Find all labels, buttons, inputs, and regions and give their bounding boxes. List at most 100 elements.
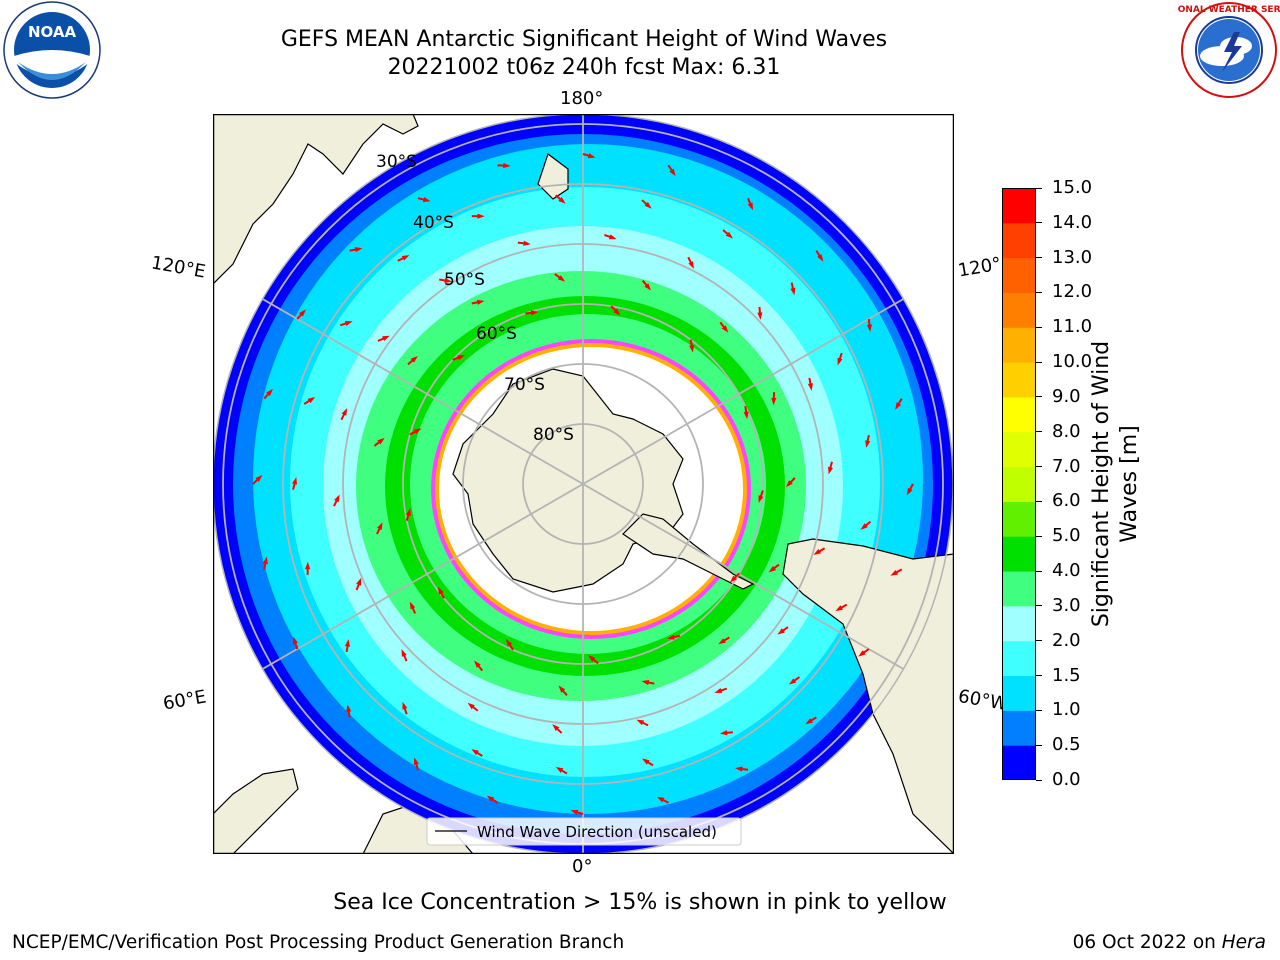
colorbar-tick-mark [1036,187,1042,189]
lat-label-70s: 70°S [504,375,545,395]
colorbar-segment [1002,571,1036,607]
wave-direction-arrowhead [409,601,416,610]
wave-direction-arrowhead [262,556,268,565]
colorbar-segment [1002,605,1036,642]
wave-direction-arrowhead [570,809,579,815]
lat-label-40s: 40°S [413,213,454,233]
chart-title: GEFS MEAN Antarctic Significant Height o… [280,27,888,52]
map-svg: Wind Wave Direction (unscaled) [212,113,955,855]
sea-ice-note: Sea Ice Concentration > 15% is shown in … [333,890,947,915]
colorbar-tick-label: 5.0 [1052,525,1081,547]
wave-direction-arrowhead [656,796,665,803]
colorbar-tick-label: 7.0 [1052,455,1081,477]
colorbar-tick-mark [1036,222,1042,224]
land-australia [213,114,419,285]
wave-direction-arrowhead [344,321,353,326]
wave-direction-arrowhead [817,254,824,262]
colorbar-segment [1002,257,1036,293]
colorbar-segment [1002,710,1036,746]
colorbar-tick-mark [1036,709,1042,711]
wave-direction-arrowhead [644,283,652,291]
colorbar-tick-label: 0.0 [1052,769,1081,790]
wave-direction-arrowhead [503,163,511,169]
wave-direction-arrowhead [807,383,813,391]
wave-direction-arrowhead [688,261,694,269]
lon-label-upper-right: 120° [956,253,1003,282]
colorbar-segment [1002,466,1036,502]
colorbar-tick-label: 13.0 [1052,246,1093,268]
wave-direction-arrowhead [771,397,777,406]
wave-direction-arrowhead [768,565,777,573]
colorbar-segment [1002,362,1036,398]
lon-label-upper-left: 120°E [149,252,208,283]
colorbar-tick-mark [1036,779,1042,781]
wave-direction-arrowhead [644,201,652,209]
wave-direction-arrowhead [890,569,899,576]
polar-wave-height-map: Wind Wave Direction (unscaled) [212,113,955,855]
wave-direction-arrowhead [895,402,902,410]
meridian-line [582,283,930,485]
colorbar-tick-mark [1036,431,1042,433]
lat-label-30s: 30°S [376,152,417,172]
colorbar-tick-label: 12.0 [1052,281,1093,303]
colorbar-tick-label: 11.0 [1052,316,1093,338]
wave-direction-arrowhead [476,299,485,305]
wave-direction-arrowhead [305,561,311,570]
land-africa [213,768,299,854]
colorbar-tick-label: 0.5 [1052,734,1081,756]
lon-label-lower-left: 60°E [161,686,208,715]
footer-date: 06 Oct 2022 on Hera [1072,932,1266,953]
wave-direction-arrowhead [307,397,316,404]
land-new-zealand-disc [537,153,569,200]
colorbar-segment [1002,745,1036,781]
wave-direction-arrowhead [471,749,479,756]
wave-direction-arrowhead [735,766,743,772]
colorbar-segment [1002,188,1036,224]
graticule [222,114,944,854]
colorbar-segment [1002,327,1036,363]
colorbar-tick-label: 8.0 [1052,420,1081,442]
colorbar-label: Significant Height of Wind Waves [m] [1089,340,1142,628]
wave-direction-arrowhead [757,312,763,320]
wave-direction-arrowhead [413,428,422,435]
wave-direction-arrowhead [555,766,564,773]
colorbar-tick-label: 2.0 [1052,629,1081,651]
lat-label-60s: 60°S [476,324,517,344]
wave-direction-arrowhead [587,153,596,159]
nws-logo-text: NATIONAL WEATHER SERVICE [1178,5,1280,15]
wave-direction-arrowhead [377,522,383,530]
colorbar-tick-mark [1036,675,1042,677]
wave-direction-arrowhead [266,388,273,397]
wave-direction-arrowhead [341,408,348,416]
colorbar-segment [1002,396,1036,433]
wave-direction-arrowhead [805,718,813,725]
wave-direction-arrowhead [413,757,419,766]
noaa-logo-text: NOAA [28,23,77,41]
wave-direction-arrowhead [860,523,868,530]
colorbar-tick-label: 1.0 [1052,699,1081,721]
wave-direction-arrowhead [255,474,263,482]
wave-direction-arrowhead [444,277,453,284]
chart-subtitle: 20221002 t06z 240h fcst Max: 6.31 [387,55,781,80]
wave-direction-arrowhead [725,231,733,239]
wave-direction-arrowhead [382,335,390,342]
colorbar-tick-mark [1036,291,1042,293]
wave-direction-arrowhead [523,240,531,246]
wave-direction-arrowhead [292,477,297,485]
colorbar-tick-label: 1.5 [1052,664,1081,686]
wave-direction-arrowhead [530,310,539,316]
wave-direction-arrowhead [334,494,340,503]
wave-direction-arrowhead [477,213,485,219]
colorbar-border [1002,188,1036,780]
colorbar-tick-mark [1036,744,1042,746]
footer-credit: NCEP/EMC/Verification Post Processing Pr… [12,932,625,953]
wave-direction-arrowhead [790,287,796,296]
wave-direction-arrowhead [613,308,621,316]
wave-direction-arrowhead [422,197,431,203]
wave-direction-arrowhead [410,355,418,363]
colorbar-tick-label: 14.0 [1052,211,1093,233]
colorbar-tick-mark [1036,640,1042,642]
wave-direction-arrowhead [467,702,475,710]
footer-machine: Hera [1221,932,1266,953]
colorbar-tick-label: 9.0 [1052,385,1081,407]
